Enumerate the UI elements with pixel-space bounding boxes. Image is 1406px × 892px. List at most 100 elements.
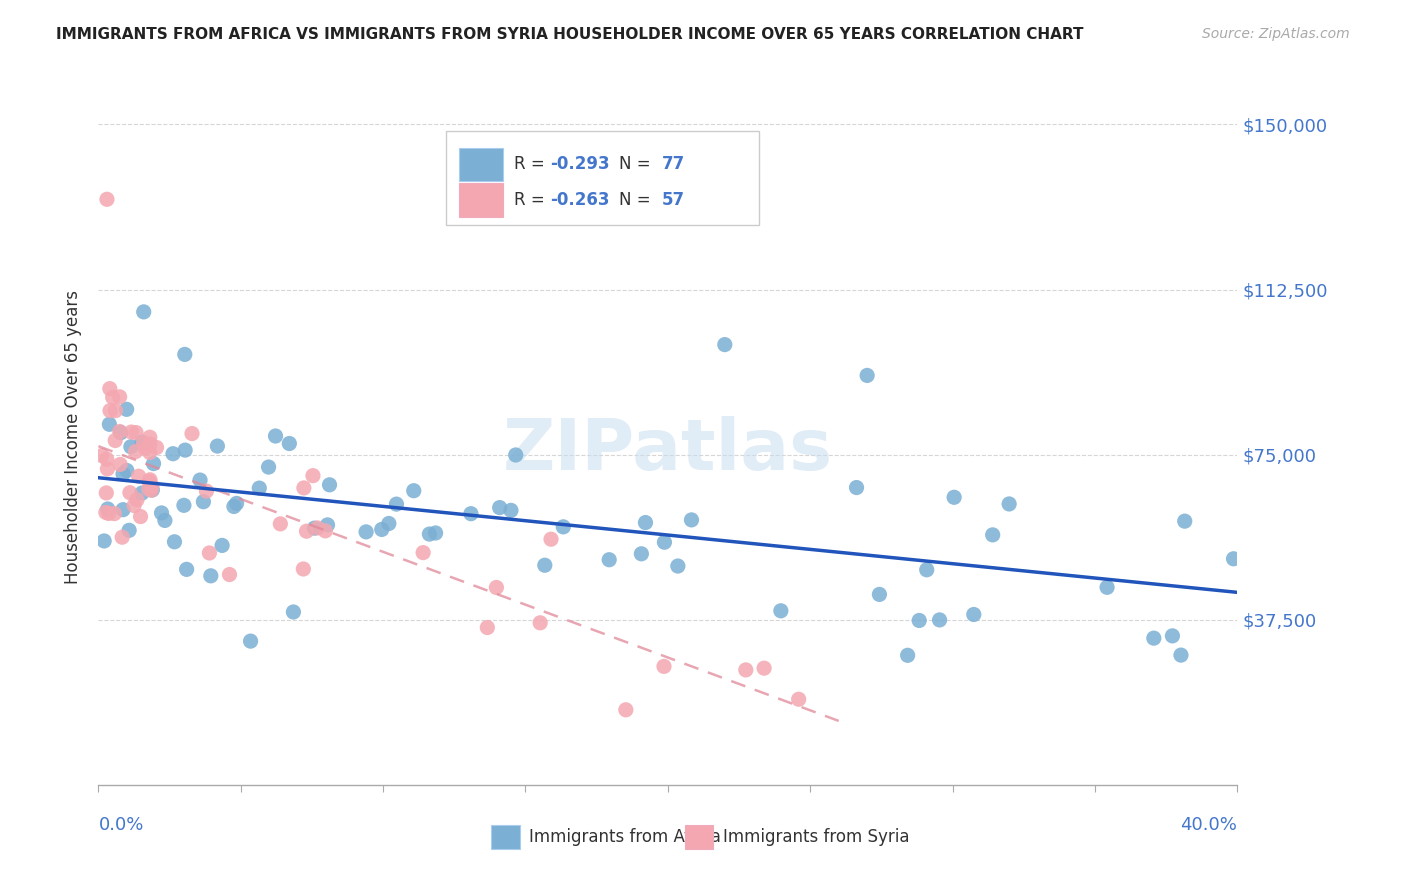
Point [139,430,162,444]
Point [138,482,160,496]
Point [269,516,291,531]
Point [173,347,195,361]
Point [714,337,737,351]
Text: R =: R = [515,155,550,173]
Text: 77: 77 [662,155,685,173]
Point [540,532,562,546]
Point [96,192,118,206]
Text: Immigrants from Africa: Immigrants from Africa [529,828,721,847]
Point [122,499,145,513]
Point [120,425,142,439]
Point [477,621,499,635]
Point [283,605,305,619]
Point [198,546,221,560]
FancyBboxPatch shape [460,183,503,217]
FancyBboxPatch shape [446,131,759,225]
Text: -0.293: -0.293 [551,155,610,173]
Point [112,467,135,481]
Point [264,429,287,443]
Text: -0.263: -0.263 [551,191,610,209]
Point [128,469,150,483]
Point [998,497,1021,511]
Point [98,403,121,417]
Point [225,496,247,510]
Point [769,604,792,618]
Point [1095,580,1118,594]
Text: 0.0%: 0.0% [98,815,143,833]
Point [176,562,198,576]
Point [412,546,434,560]
Point [96,462,118,476]
Point [553,520,575,534]
Point [211,538,233,552]
Point [499,503,522,517]
Point [124,444,146,458]
Point [385,497,408,511]
Point [302,468,325,483]
Point [97,507,120,521]
Point [1143,631,1166,645]
Point [1222,551,1244,566]
Point [856,368,879,383]
Point [239,634,262,648]
Text: IMMIGRANTS FROM AFRICA VS IMMIGRANTS FROM SYRIA HOUSEHOLDER INCOME OVER 65 YEARS: IMMIGRANTS FROM AFRICA VS IMMIGRANTS FRO… [56,27,1084,42]
Point [425,526,447,541]
Point [150,506,173,520]
Text: Immigrants from Syria: Immigrants from Syria [723,828,910,847]
Point [115,463,138,477]
Point [145,441,167,455]
Point [115,402,138,417]
Point [868,587,890,601]
Point [94,505,117,519]
Point [129,509,152,524]
Point [96,452,118,467]
Point [139,437,162,451]
Point [200,569,222,583]
Text: 57: 57 [662,191,685,209]
Point [908,614,931,628]
Point [118,485,141,500]
Point [139,473,162,487]
Point [529,615,551,630]
Point [533,558,555,573]
Point [125,492,148,507]
Point [928,613,950,627]
Point [108,425,131,439]
Point [314,524,336,538]
Point [188,473,211,487]
Point [1174,514,1197,528]
FancyBboxPatch shape [491,825,520,849]
Point [132,305,155,319]
Point [193,494,215,508]
Text: Source: ZipAtlas.com: Source: ZipAtlas.com [1202,27,1350,41]
Point [163,534,186,549]
Point [247,481,270,495]
Point [371,523,394,537]
Point [981,528,1004,542]
Point [120,440,142,454]
Point [666,559,689,574]
Point [752,661,775,675]
Point [654,535,676,549]
Point [195,484,218,499]
Point [103,507,125,521]
Point [118,524,141,538]
Point [93,533,115,548]
Point [614,703,637,717]
Point [111,530,134,544]
Point [681,513,703,527]
Point [460,507,482,521]
Point [316,517,339,532]
Point [104,403,127,417]
Point [142,457,165,471]
Point [141,479,163,493]
Point [630,547,652,561]
Point [125,425,148,440]
Text: N =: N = [619,191,655,209]
Point [110,425,132,440]
Point [222,500,245,514]
Point [98,417,121,432]
Point [307,521,329,535]
Point [915,563,938,577]
Point [90,449,112,463]
